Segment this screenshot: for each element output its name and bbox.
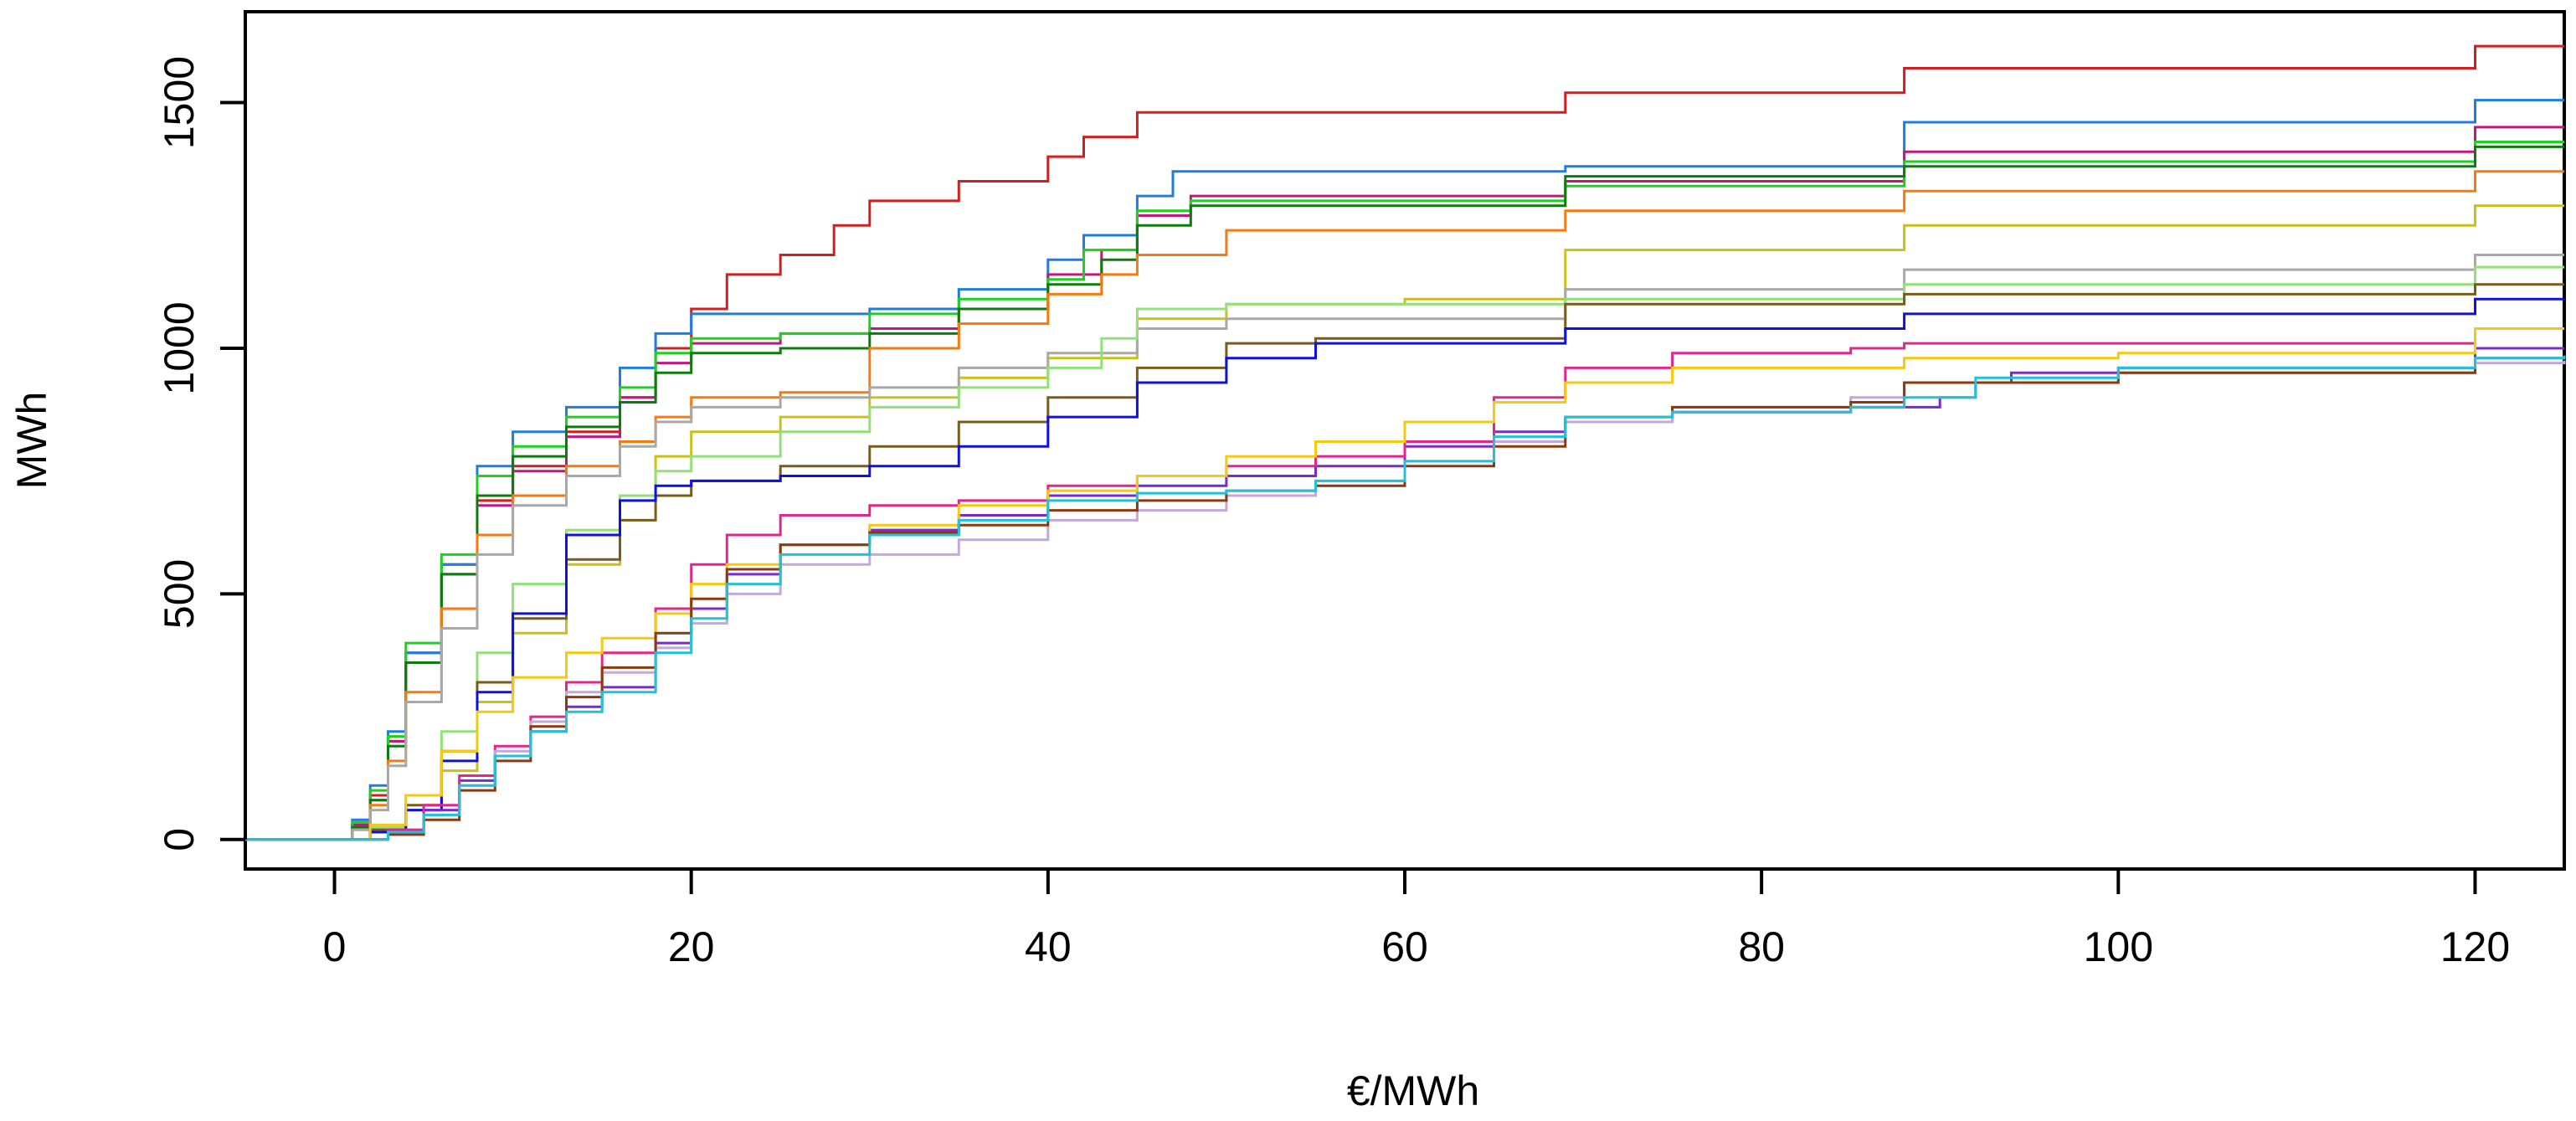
y-axis: 0 500 1000 1500 (156, 56, 247, 851)
series-line-green (245, 141, 2564, 841)
series-line-orange (245, 170, 2564, 841)
series-line-darkgreen (245, 145, 2564, 841)
series-line-cyan (245, 355, 2566, 841)
x-tick-label: 120 (2440, 923, 2510, 970)
y-tick-label: 1500 (156, 56, 203, 149)
x-tick-label: 100 (2084, 923, 2153, 970)
series-line-gray (245, 254, 2564, 841)
series-line-darkblue (245, 297, 2564, 841)
series-line-olive (245, 204, 2564, 841)
series-line-pink (245, 327, 2564, 841)
y-tick-label: 0 (156, 828, 203, 851)
y-tick-label: 1000 (156, 301, 203, 394)
y-tick-label: 500 (156, 559, 203, 629)
x-tick-label: 20 (668, 923, 715, 970)
series-layer (245, 44, 2566, 841)
x-tick-label: 80 (1738, 923, 1785, 970)
series-line-blue (245, 99, 2564, 841)
y-axis-title: MWh (8, 392, 55, 490)
x-tick-label: 40 (1025, 923, 1072, 970)
x-axis: 0 20 40 60 80 100 120 (323, 867, 2510, 970)
x-tick-label: 0 (323, 923, 347, 970)
series-line-yellow (245, 327, 2564, 841)
x-tick-label: 60 (1381, 923, 1428, 970)
x-axis-title: €/MWh (1347, 1067, 1479, 1114)
